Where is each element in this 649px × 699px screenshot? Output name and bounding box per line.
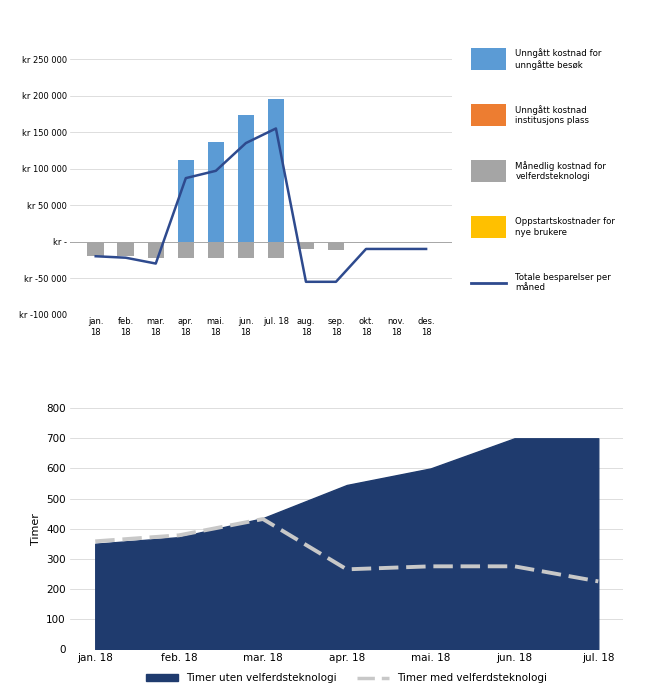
Bar: [471, 104, 506, 127]
Bar: [471, 160, 506, 182]
Bar: [471, 48, 506, 71]
Text: Unngått kostnad
institusjons plass: Unngått kostnad institusjons plass: [515, 105, 589, 125]
Text: Spart tid på brukere av velferdsteknologi: Spart tid på brukere av velferdsteknolog…: [153, 361, 496, 378]
Text: Totale besparelser per
måned: Totale besparelser per måned: [515, 273, 611, 292]
Text: Månedlig kostnad for
velferdsteknologi: Månedlig kostnad for velferdsteknologi: [515, 161, 606, 181]
Bar: [471, 215, 506, 238]
Text: Oppstartskostnader for
nye brukere: Oppstartskostnader for nye brukere: [515, 217, 615, 236]
Text: Totale gevinster for valgte teknologier (NOK): Totale gevinster for valgte teknologier …: [137, 9, 512, 24]
Text: Unngått kostnad for
unngåtte besøk: Unngått kostnad for unngåtte besøk: [515, 48, 602, 70]
